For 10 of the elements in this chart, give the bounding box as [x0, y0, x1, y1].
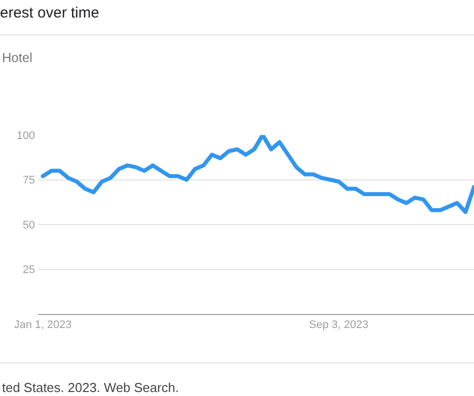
- y-tick-label: 50: [22, 219, 35, 232]
- y-tick-label: 100: [16, 130, 35, 142]
- line-series: [40, 135, 474, 214]
- chart-title: erest over time: [0, 4, 100, 22]
- y-tick-label: 75: [22, 174, 35, 187]
- x-tick-label: Sep 3, 2023: [309, 319, 368, 332]
- x-tick-label: Jan 1, 2023: [14, 319, 72, 332]
- chart-subtitle: Hotel: [2, 50, 32, 65]
- text: ted States. 2023. Web Search.: [2, 380, 179, 395]
- y-tick-label: 25: [22, 264, 35, 276]
